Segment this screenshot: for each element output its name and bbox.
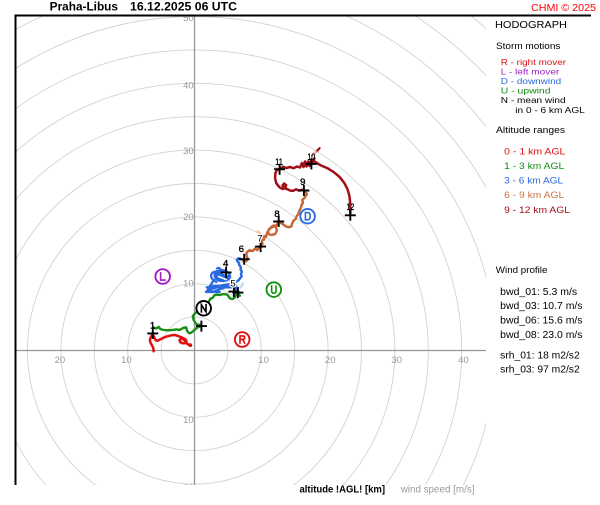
svg-text:bwd_06: 15.6 m/s: bwd_06: 15.6 m/s [500,316,582,327]
svg-text:3 - 6 km AGL: 3 - 6 km AGL [504,176,563,186]
svg-text:10: 10 [183,278,194,289]
svg-text:40: 40 [458,355,469,366]
svg-text:1 - 3 km AGL: 1 - 3 km AGL [504,161,564,171]
svg-text:srh_01: 18 m2/s2: srh_01: 18 m2/s2 [500,350,580,361]
svg-text:8: 8 [274,209,279,220]
svg-text:D - downwind: D - downwind [501,76,562,86]
svg-text:40: 40 [183,80,194,91]
svg-text:20: 20 [183,212,194,223]
svg-text:20: 20 [325,355,336,366]
svg-text:5: 5 [230,279,235,290]
svg-text:10: 10 [307,152,315,163]
svg-text:4: 4 [223,259,229,270]
svg-text:6: 6 [239,244,244,255]
svg-text:L - left mover: L - left mover [501,66,560,76]
svg-text:9 - 12 km AGL: 9 - 12 km AGL [504,205,570,215]
svg-text:10: 10 [121,355,132,366]
svg-text:20: 20 [183,483,194,494]
svg-text:1: 1 [150,321,155,332]
svg-text:bwd_08: 23.0 m/s: bwd_08: 23.0 m/s [500,330,582,341]
svg-text:R - right mover: R - right mover [501,57,566,67]
svg-text:30: 30 [183,146,194,157]
svg-text:12: 12 [347,202,355,213]
svg-text:N - mean wind: N - mean wind [501,95,566,105]
svg-text:bwd_01: 5.3 m/s: bwd_01: 5.3 m/s [500,287,577,298]
svg-text:7: 7 [257,233,262,244]
svg-text:0 - 1 km AGL: 0 - 1 km AGL [504,146,565,156]
svg-text:U - upwind: U - upwind [501,86,551,96]
svg-text:Storm motions: Storm motions [496,41,561,52]
svg-text:Praha-Libus: Praha-Libus [50,2,118,14]
svg-text:6 - 9 km AGL: 6 - 9 km AGL [504,190,564,200]
svg-text:bwd_03: 10.7 m/s: bwd_03: 10.7 m/s [500,301,582,312]
svg-text:20: 20 [55,355,66,366]
svg-text:10: 10 [183,415,194,426]
svg-text:wind speed [m/s]: wind speed [m/s] [400,485,475,496]
svg-text:50: 50 [183,13,194,24]
svg-text:HODOGRAPH: HODOGRAPH [495,20,567,31]
svg-text:16.12.2025 06 UTC: 16.12.2025 06 UTC [130,2,237,14]
svg-text:Altitude ranges: Altitude ranges [496,125,565,136]
svg-text:30: 30 [392,355,403,366]
svg-text:10: 10 [258,355,269,366]
svg-text:Wind profile: Wind profile [496,265,548,276]
svg-text:in 0 - 6 km AGL: in 0 - 6 km AGL [515,105,585,115]
svg-text:9: 9 [300,177,305,188]
svg-text:srh_03: 97 m2/s2: srh_03: 97 m2/s2 [500,365,580,376]
svg-text:11: 11 [275,157,283,168]
svg-text:CHMI © 2025: CHMI © 2025 [531,3,597,14]
svg-text:altitude !AGL! [km]: altitude !AGL! [km] [300,485,386,496]
